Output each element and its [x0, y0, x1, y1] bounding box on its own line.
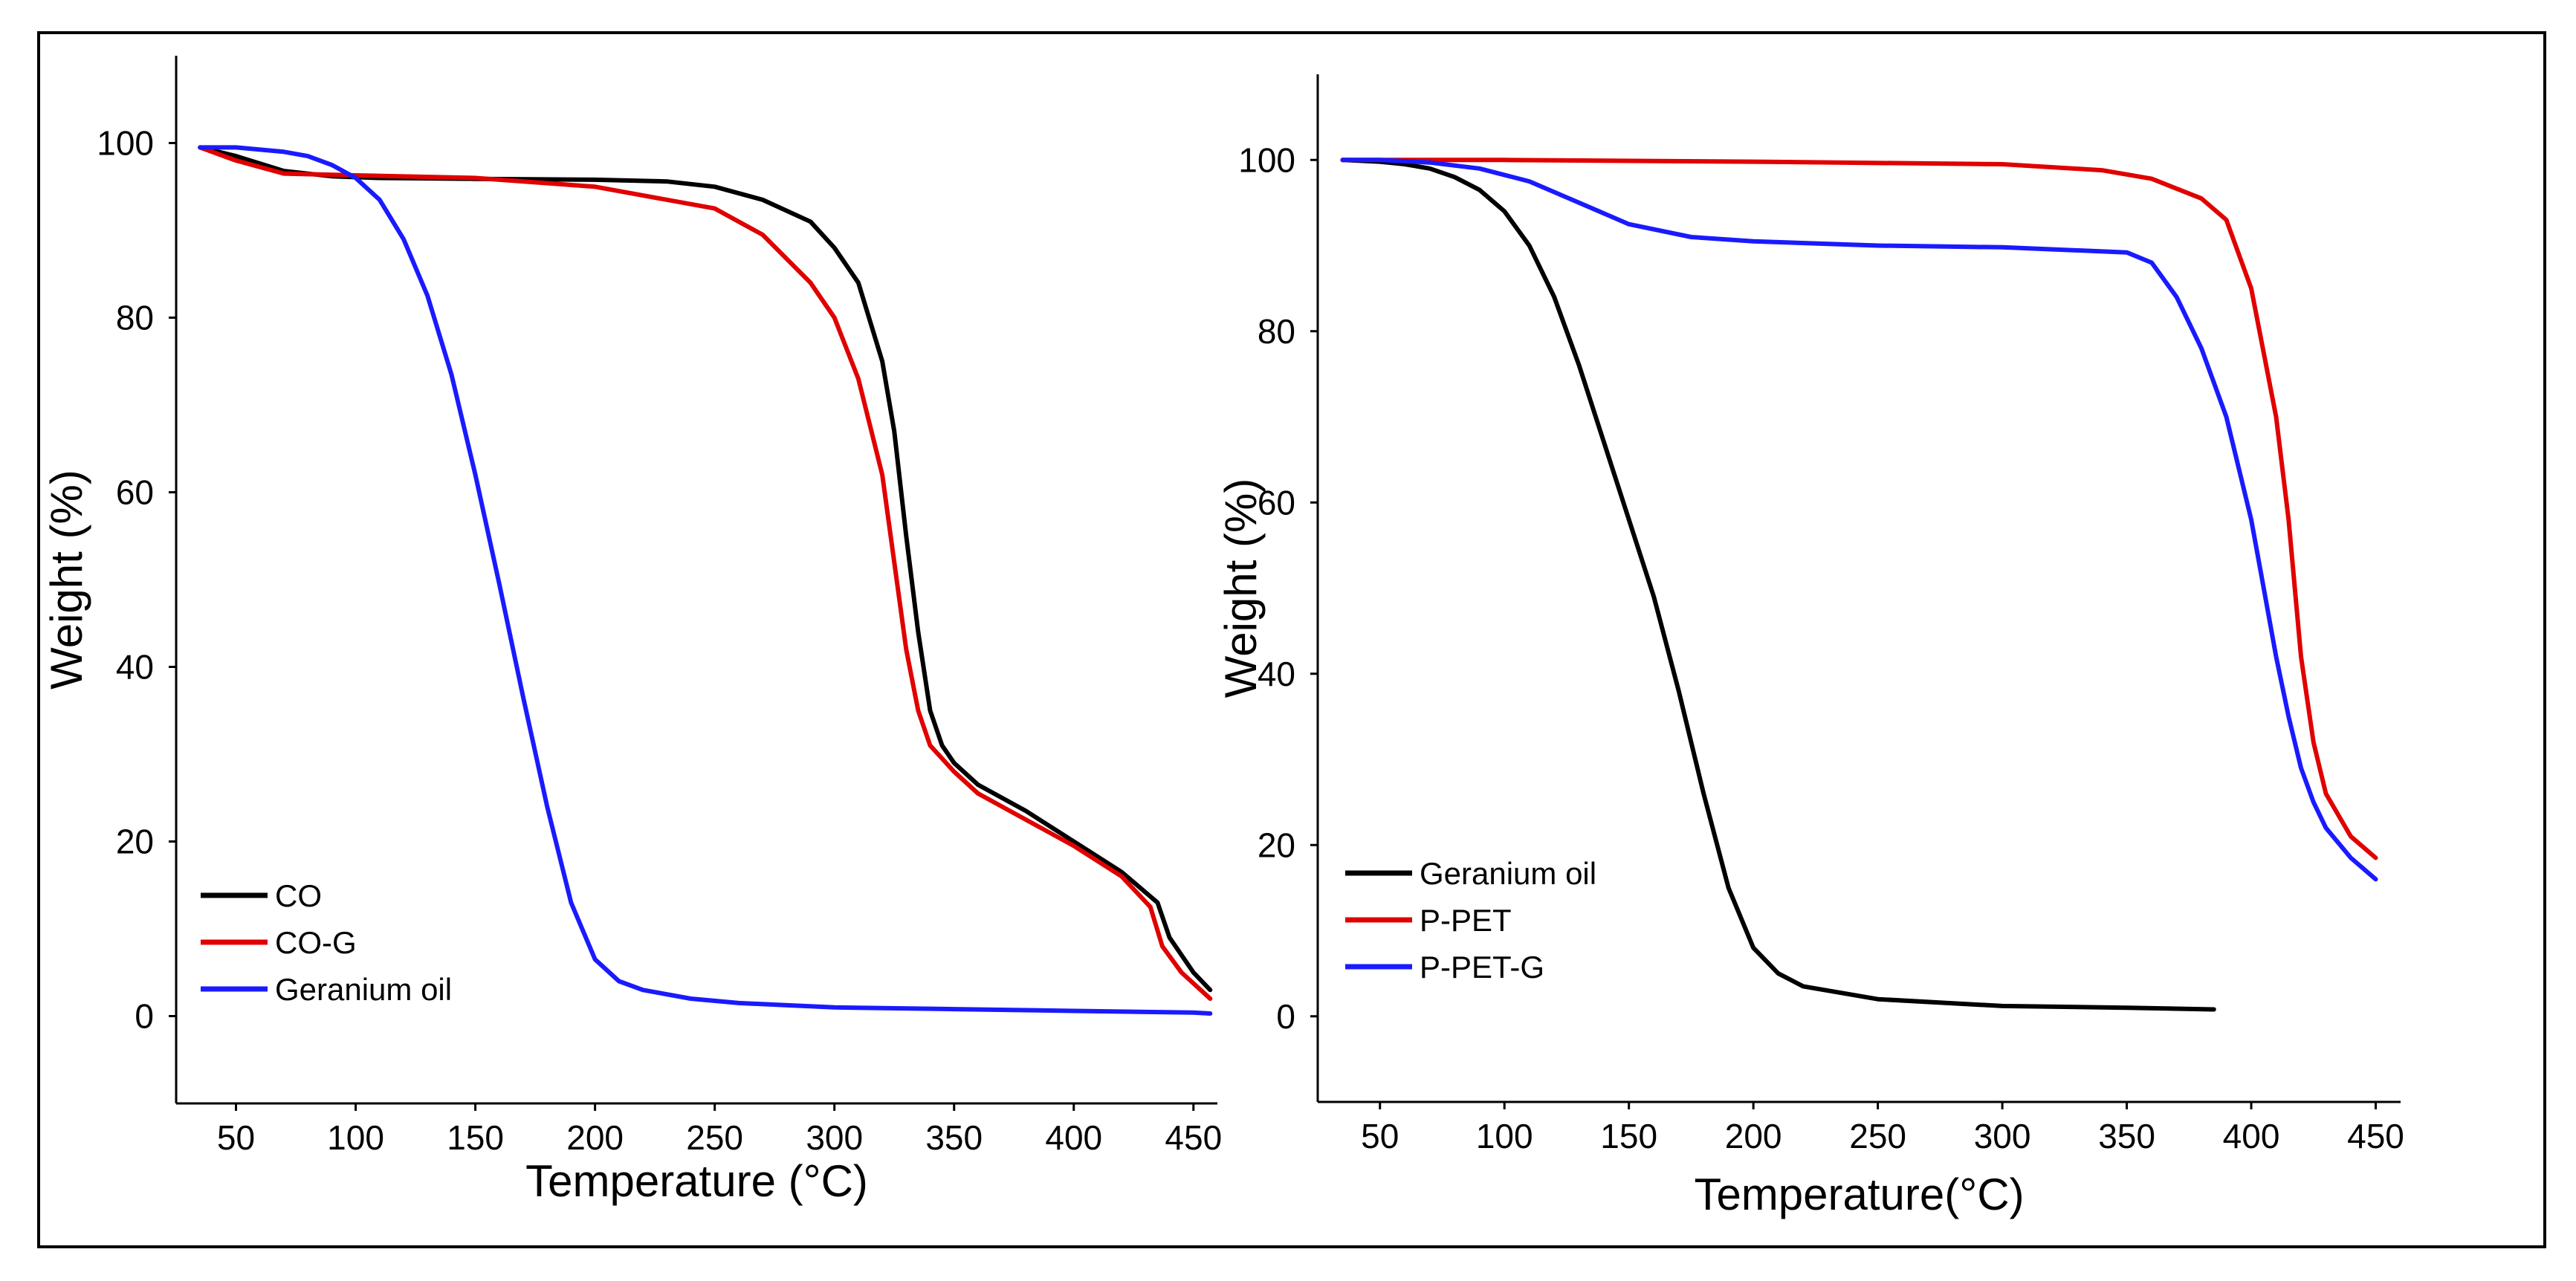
y-axis-title: Weight (%) — [42, 470, 91, 690]
x-tick-label: 250 — [686, 1118, 743, 1157]
y-tick-label: 60 — [1258, 483, 1295, 522]
x-tick-label: 50 — [217, 1118, 255, 1157]
x-tick-label: 300 — [1974, 1117, 2031, 1155]
x-tick-label: 300 — [806, 1118, 863, 1157]
y-tick-label: 40 — [1258, 655, 1295, 693]
series-line-co-g — [198, 145, 1213, 1001]
y-tick-label: 80 — [1258, 312, 1295, 351]
series-line-geranium-oil — [1340, 158, 2216, 1012]
y-tick-label: 60 — [116, 473, 154, 512]
legend-label: Geranium oil — [275, 972, 452, 1007]
x-tick-label: 400 — [1045, 1118, 1102, 1157]
y-tick-label: 0 — [135, 997, 154, 1036]
legend-label: Geranium oil — [1420, 856, 1596, 891]
x-tick-label: 250 — [1849, 1117, 1906, 1155]
x-tick-label: 450 — [1165, 1118, 1222, 1157]
figure-frame — [37, 31, 2546, 1248]
x-tick-label: 350 — [2098, 1117, 2155, 1155]
legend-label: P-PET-G — [1420, 950, 1544, 985]
series-line-geranium-oil — [198, 145, 1213, 1016]
legend-label: CO-G — [275, 925, 357, 960]
y-tick-label: 100 — [1238, 140, 1295, 179]
x-tick-label: 50 — [1361, 1117, 1399, 1155]
y-tick-label: 80 — [116, 299, 154, 337]
x-tick-label: 200 — [1725, 1117, 1782, 1155]
y-tick-label: 100 — [97, 124, 154, 163]
y-tick-label: 0 — [1276, 997, 1295, 1036]
left-tga-chart: 50 100 150 200 250 300 350 400 450 0 20 40 60 80 100 Te… — [42, 56, 1222, 1206]
legend-label: P-PET — [1420, 903, 1512, 938]
x-axis-title: Temperature (°C) — [525, 1156, 868, 1206]
x-tick-label: 150 — [1600, 1117, 1657, 1155]
y-tick-label: 20 — [116, 823, 154, 861]
y-tick-label: 40 — [116, 648, 154, 687]
y-tick-label: 20 — [1258, 826, 1295, 864]
x-tick-label: 350 — [925, 1118, 983, 1157]
series-line-p-pet — [1340, 158, 2378, 860]
x-tick-label: 150 — [447, 1118, 504, 1157]
x-tick-label: 100 — [1476, 1117, 1533, 1155]
x-tick-label: 400 — [2223, 1117, 2280, 1155]
x-axis-title: Temperature(°C) — [1694, 1170, 2024, 1219]
legend-label: CO — [275, 878, 322, 913]
x-tick-label: 100 — [327, 1118, 384, 1157]
right-tga-chart: 50 100 150 200 250 300 350 400 450 0 20 40 60 80 100 Te… — [1216, 74, 2404, 1219]
x-tick-label: 200 — [566, 1118, 624, 1157]
y-axis-title: Weight (%) — [1216, 479, 1266, 698]
x-tick-label: 450 — [2347, 1117, 2404, 1155]
series-line-p-pet-g — [1340, 158, 2378, 882]
